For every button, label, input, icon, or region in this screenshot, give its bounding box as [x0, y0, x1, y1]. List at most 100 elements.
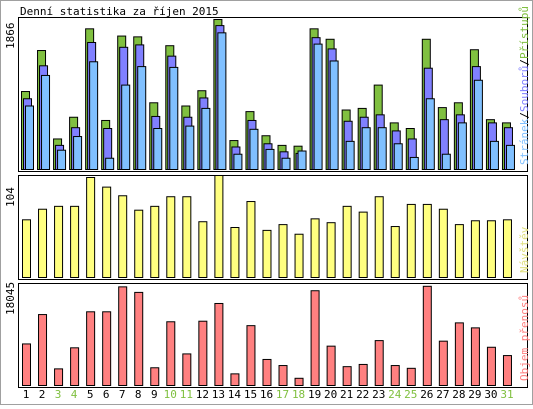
bar-Návštěv-day-29	[470, 220, 480, 278]
bar-Návštěv-day-17	[278, 224, 288, 279]
x-tick-label-day-22: 22	[356, 388, 369, 401]
bar-Stránek-day-22	[361, 127, 371, 170]
bar-Stránek-day-19	[313, 43, 323, 171]
bar-Stránek-day-9	[153, 128, 163, 171]
x-tick-label-day-7: 7	[119, 388, 126, 401]
bar-Stránek-day-12	[201, 107, 211, 170]
bar-Objem přenosů-day-21	[342, 366, 352, 386]
bar-Stránek-day-20	[329, 60, 339, 170]
chart-panels: 1866Stránek/Souborů/Přístupů104Návštěv18…	[4, 6, 531, 388]
bar-Stránek-day-11	[185, 125, 195, 170]
bar-Návštěv-day-4	[70, 205, 80, 279]
bar-Návštěv-day-9	[150, 205, 160, 279]
series-legend-label: Návštěv	[518, 226, 531, 273]
bar-Objem přenosů-day-5	[86, 311, 96, 387]
bar-Stránek-day-13	[217, 32, 227, 170]
bar-Návštěv-day-27	[438, 208, 448, 279]
bar-Objem přenosů-day-6	[102, 311, 112, 387]
y-max-label: 104	[4, 187, 17, 207]
bar-Objem přenosů-day-30	[486, 346, 496, 387]
x-tick-label-day-16: 16	[260, 388, 273, 401]
x-tick-label-day-5: 5	[87, 388, 94, 401]
bar-Objem přenosů-day-24	[390, 365, 400, 386]
x-axis-day-labels: 1 2 3 4 5 6 7 8 9 10 11 12 13 14 15 16 17 18 19 20 21 22 23 24 2…	[23, 388, 514, 401]
bar-Stránek-day-16	[265, 148, 275, 170]
bar-Stránek-day-4	[73, 136, 83, 170]
bar-Návštěv-day-3	[54, 205, 64, 279]
x-tick-label-day-17: 17	[276, 388, 289, 401]
x-tick-label-day-18: 18	[292, 388, 305, 401]
bar-Objem přenosů-day-27	[438, 340, 448, 386]
chart-title: Denní statistika za říjen 2015	[20, 5, 219, 18]
series-legend-label: Stránek/Souborů/Přístupů	[518, 6, 531, 165]
bar-Stránek-day-2	[41, 74, 51, 170]
bar-Objem přenosů-day-23	[374, 340, 384, 386]
bar-Objem přenosů-day-8	[134, 291, 144, 386]
panel-3: 18045 Objem přenosů	[4, 282, 531, 388]
bar-Návštěv-day-13	[214, 175, 224, 278]
bar-Objem přenosů-day-15	[246, 325, 256, 386]
panel-frame	[18, 17, 528, 172]
legend-Stránek: Stránek	[518, 118, 531, 165]
bar-Objem přenosů-day-18	[294, 377, 304, 386]
bar-Stránek-day-27	[441, 153, 451, 170]
bar-Objem přenosů-day-11	[182, 353, 192, 386]
bar-Návštěv-day-11	[182, 196, 192, 279]
bar-Stránek-day-28	[457, 122, 467, 170]
bar-Objem přenosů-day-4	[70, 347, 80, 387]
bar-Objem přenosů-day-29	[470, 327, 480, 386]
bar-Objem přenosů-day-31	[502, 355, 512, 386]
bar-Návštěv-day-31	[502, 219, 512, 278]
x-tick-label-day-25: 25	[404, 388, 417, 401]
bar-Stránek-day-26	[425, 98, 435, 170]
bar-Návštěv-day-6	[102, 186, 112, 278]
x-tick-label-day-24: 24	[388, 388, 402, 401]
bar-Stránek-day-17	[281, 157, 291, 171]
bar-Stránek-day-30	[489, 140, 499, 170]
bar-Návštěv-day-12	[198, 221, 208, 279]
panel-2: 104 Návštěv	[4, 175, 531, 280]
bar-Stránek-day-31	[505, 144, 515, 171]
x-tick-label-day-10: 10	[164, 388, 177, 401]
x-tick-label-day-11: 11	[180, 388, 193, 401]
bar-Objem přenosů-day-7	[118, 286, 128, 387]
bar-Stránek-day-25	[409, 156, 419, 171]
bar-Objem přenosů-day-3	[54, 368, 64, 387]
legend-separator: /	[518, 112, 531, 119]
bar-Objem přenosů-day-14	[230, 373, 240, 386]
bar-Stránek-day-18	[297, 150, 307, 171]
y-max-label: 18045	[4, 282, 17, 315]
bar-Objem přenosů-day-28	[454, 322, 464, 387]
bar-Stránek-day-1	[25, 105, 34, 170]
x-tick-label-day-29: 29	[468, 388, 481, 401]
bar-Stránek-day-6	[105, 157, 115, 171]
x-tick-label-day-20: 20	[324, 388, 337, 401]
bar-Návštěv-day-16	[262, 229, 272, 278]
bar-Stránek-day-14	[233, 153, 243, 170]
x-tick-label-day-21: 21	[340, 388, 353, 401]
x-tick-label-day-15: 15	[244, 388, 257, 401]
bar-Objem přenosů-day-22	[358, 363, 368, 386]
panel-frame	[18, 283, 528, 388]
bar-Návštěv-day-30	[486, 220, 496, 278]
bar-Návštěv-day-23	[374, 196, 384, 279]
legend-Souborů: Souborů	[518, 66, 531, 112]
bar-Objem přenosů-day-19	[310, 290, 320, 386]
x-tick-label-day-26: 26	[420, 388, 433, 401]
panel-frame	[18, 175, 528, 280]
bar-Objem přenosů-day-9	[150, 367, 160, 387]
bar-Návštěv-day-1	[22, 219, 31, 278]
bar-Objem přenosů-day-10	[166, 321, 176, 387]
x-tick-label-day-6: 6	[103, 388, 110, 401]
x-tick-label-day-14: 14	[228, 388, 242, 401]
bar-Objem přenosů-day-12	[198, 320, 208, 387]
bar-Objem přenosů-day-17	[278, 365, 288, 386]
bar-Objem přenosů-day-16	[262, 358, 272, 387]
bar-Objem přenosů-day-2	[38, 314, 48, 386]
bar-Stránek-day-3	[57, 149, 67, 171]
x-tick-label-day-30: 30	[484, 388, 497, 401]
bar-Stránek-day-5	[89, 61, 99, 170]
